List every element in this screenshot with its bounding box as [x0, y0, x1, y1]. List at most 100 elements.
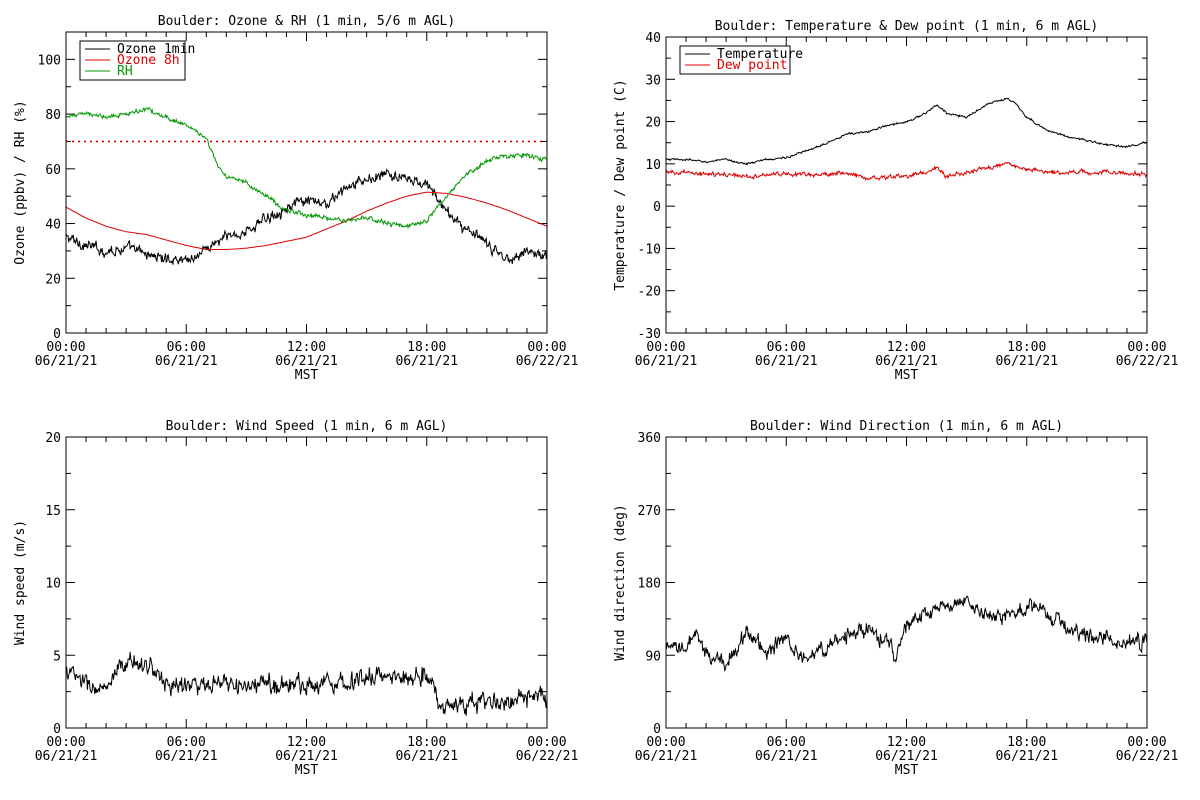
- y-tick-label: 5: [53, 649, 61, 664]
- plot-frame: [65, 31, 548, 334]
- y-tick-label: 0: [53, 722, 61, 737]
- x-tick-date-label: 06/21/21: [35, 354, 98, 369]
- y-tick-label: 20: [645, 116, 661, 131]
- x-tick-time-label: 06:00: [767, 340, 806, 355]
- chart-panel-3: Boulder: Wind Speed (1 min, 6 m AGL) 0 5 10…: [13, 419, 578, 778]
- chart-title: Boulder: Temperature & Dew point (1 min,…: [715, 19, 1099, 34]
- x-tick-date-label: 06/21/21: [755, 354, 818, 369]
- x-tick-date-label: 06/22/21: [516, 749, 579, 764]
- legend-label: RH: [117, 64, 133, 79]
- series-line-2: [665, 161, 1148, 182]
- x-tick-time-label: 18:00: [1007, 340, 1046, 355]
- chart-title: Boulder: Wind Direction (1 min, 6 m AGL): [750, 419, 1063, 434]
- chart-panel-4: Boulder: Wind Direction (1 min, 6 m AGL)…: [613, 419, 1178, 778]
- series-line-1: [65, 651, 548, 716]
- x-tick-time-label: 00:00: [527, 340, 566, 355]
- x-tick-date-label: 06/22/21: [516, 354, 579, 369]
- x-tick-time-label: 18:00: [407, 735, 446, 750]
- x-tick-date-label: 06/21/21: [995, 749, 1058, 764]
- x-tick-time-label: 00:00: [46, 340, 85, 355]
- x-tick-time-label: 00:00: [646, 340, 685, 355]
- x-tick-date-label: 06/21/21: [275, 749, 338, 764]
- x-tick-date-label: 06/21/21: [395, 354, 458, 369]
- y-axis-label: Wind speed (m/s): [13, 520, 28, 645]
- x-axis-label: MST: [895, 368, 919, 383]
- x-tick-time-label: 12:00: [887, 340, 926, 355]
- y-tick-label: 270: [638, 504, 661, 519]
- x-tick-date-label: 06/21/21: [875, 749, 938, 764]
- legend-label: Dew point: [717, 58, 787, 73]
- plot-frame: [665, 436, 1148, 729]
- x-tick-time-label: 00:00: [46, 735, 85, 750]
- x-tick-date-label: 06/21/21: [635, 749, 698, 764]
- x-axis-label: MST: [295, 368, 319, 383]
- x-tick-date-label: 06/21/21: [635, 354, 698, 369]
- legend-label: Ozone 1min: [117, 42, 195, 57]
- x-tick-time-label: 06:00: [167, 340, 206, 355]
- y-tick-label: 10: [645, 158, 661, 173]
- x-tick-time-label: 12:00: [887, 735, 926, 750]
- y-tick-label: 20: [45, 431, 61, 446]
- x-axis-label: MST: [295, 763, 319, 778]
- x-tick-date-label: 06/21/21: [875, 354, 938, 369]
- y-tick-label: -10: [638, 242, 661, 257]
- x-tick-time-label: 18:00: [407, 340, 446, 355]
- x-tick-time-label: 00:00: [646, 735, 685, 750]
- y-axis-label: Temperature / Dew point (C): [613, 79, 628, 290]
- series-line-3: [65, 106, 548, 230]
- y-tick-label: 40: [45, 218, 61, 233]
- y-tick-label: 40: [645, 31, 661, 46]
- plot-frame: [665, 36, 1148, 334]
- legend-label: Ozone 8h: [117, 53, 180, 68]
- x-tick-time-label: 00:00: [1127, 340, 1166, 355]
- x-tick-time-label: 00:00: [1127, 735, 1166, 750]
- x-tick-time-label: 06:00: [167, 735, 206, 750]
- legend-box: [679, 45, 791, 75]
- plot-frame: [65, 436, 548, 729]
- legend-label: Temperature: [717, 47, 803, 62]
- x-tick-time-label: 06:00: [767, 735, 806, 750]
- x-tick-time-label: 12:00: [287, 735, 326, 750]
- chart-title: Boulder: Wind Speed (1 min, 6 m AGL): [166, 419, 448, 434]
- y-axis-label: Ozone (ppbv) / RH (%): [13, 100, 28, 264]
- chart-panel-1: Boulder: Ozone & RH (1 min, 5/6 m AGL) 0 2…: [13, 14, 578, 383]
- x-tick-date-label: 06/21/21: [155, 354, 218, 369]
- x-tick-date-label: 06/21/21: [35, 749, 98, 764]
- series-line-1: [65, 168, 548, 265]
- y-tick-label: 100: [38, 53, 61, 68]
- y-tick-label: -30: [638, 327, 661, 342]
- x-tick-date-label: 06/21/21: [995, 354, 1058, 369]
- y-tick-label: 15: [45, 504, 61, 519]
- x-tick-time-label: 12:00: [287, 340, 326, 355]
- y-tick-label: 360: [638, 431, 661, 446]
- chart-title: Boulder: Ozone & RH (1 min, 5/6 m AGL): [158, 14, 455, 29]
- x-axis-label: MST: [895, 763, 919, 778]
- y-tick-label: 180: [638, 577, 661, 592]
- y-tick-label: 60: [45, 163, 61, 178]
- x-tick-date-label: 06/21/21: [755, 749, 818, 764]
- x-tick-date-label: 06/22/21: [1116, 354, 1179, 369]
- y-tick-label: 10: [45, 577, 61, 592]
- series-line-2: [65, 191, 548, 250]
- series-line-1: [665, 97, 1148, 166]
- y-tick-label: 90: [645, 649, 661, 664]
- x-tick-date-label: 06/21/21: [395, 749, 458, 764]
- x-tick-time-label: 00:00: [527, 735, 566, 750]
- y-tick-label: 20: [45, 272, 61, 287]
- chart-panel-2: Boulder: Temperature & Dew point (1 min,…: [613, 19, 1178, 383]
- y-tick-label: -20: [638, 285, 661, 300]
- y-tick-label: 30: [645, 73, 661, 88]
- y-tick-label: 0: [653, 722, 661, 737]
- x-tick-time-label: 18:00: [1007, 735, 1046, 750]
- y-tick-label: 0: [53, 327, 61, 342]
- x-tick-date-label: 06/21/21: [155, 749, 218, 764]
- x-tick-date-label: 06/21/21: [275, 354, 338, 369]
- y-tick-label: 0: [653, 200, 661, 215]
- y-tick-label: 80: [45, 108, 61, 123]
- y-axis-label: Wind direction (deg): [613, 504, 628, 661]
- series-line-1: [665, 595, 1148, 673]
- x-tick-date-label: 06/22/21: [1116, 749, 1179, 764]
